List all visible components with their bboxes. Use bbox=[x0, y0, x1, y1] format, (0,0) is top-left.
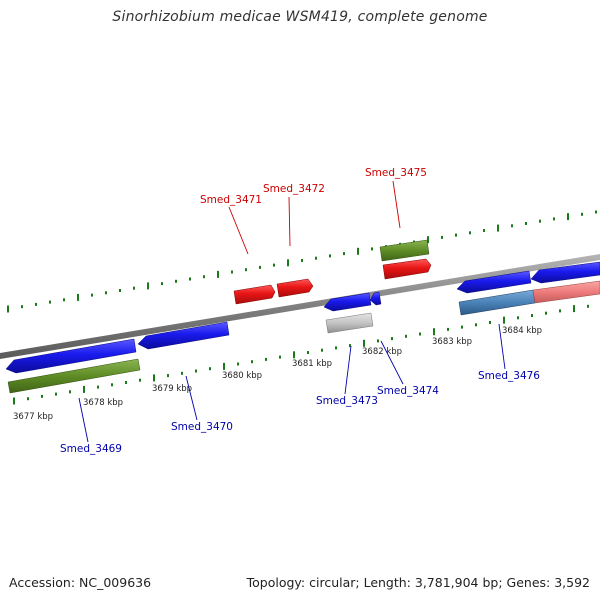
kbp-tick-labels: 3677 kbp 3678 kbp 3679 kbp 3680 kbp 3681… bbox=[13, 326, 542, 422]
label-smed-3469[interactable]: Smed_3469 bbox=[60, 443, 122, 455]
leader-smed-3474 bbox=[380, 340, 404, 385]
gene-smed-3470-feature[interactable] bbox=[137, 321, 230, 350]
topology-text: Topology: circular; Length: 3,781,904 bp… bbox=[246, 575, 590, 590]
lower-tick-row bbox=[13, 304, 589, 405]
gene-smed-3469-feature[interactable] bbox=[5, 338, 137, 374]
leader-smed-3472 bbox=[288, 196, 291, 247]
leader-smed-3476 bbox=[498, 323, 506, 370]
label-smed-3471[interactable]: Smed_3471 bbox=[200, 194, 262, 206]
leader-smed-3473 bbox=[344, 345, 352, 395]
gene-smed-3472-feature[interactable] bbox=[276, 278, 314, 298]
tick-label-3679: 3679 kbp bbox=[152, 384, 192, 394]
gene-smed-3471-feature[interactable] bbox=[233, 284, 276, 305]
tick-label-3683: 3683 kbp bbox=[432, 337, 472, 347]
gray-feature[interactable] bbox=[325, 312, 374, 334]
green-feature-lower[interactable] bbox=[7, 358, 141, 394]
tick-label-3680: 3680 kbp bbox=[222, 371, 262, 381]
label-smed-3475[interactable]: Smed_3475 bbox=[365, 167, 427, 179]
accession-text: Accession: NC_009636 bbox=[9, 575, 152, 590]
gene-labels: Smed_3469 Smed_3470 Smed_3471 Smed_3472 … bbox=[60, 167, 540, 455]
label-smed-3470[interactable]: Smed_3470 bbox=[171, 421, 233, 433]
leader-smed-3469 bbox=[78, 397, 89, 443]
tick-label-3682: 3682 kbp bbox=[362, 347, 402, 357]
genome-backbone bbox=[0, 254, 600, 359]
leader-smed-3475 bbox=[392, 180, 401, 229]
gene-leader-lines bbox=[78, 180, 506, 443]
leader-smed-3471 bbox=[228, 206, 249, 255]
tick-label-3684: 3684 kbp bbox=[502, 326, 542, 336]
gene-smed-3475-green-feature[interactable] bbox=[379, 239, 430, 262]
tick-label-3677: 3677 kbp bbox=[13, 412, 53, 422]
steel-blue-feature[interactable] bbox=[458, 289, 536, 316]
map-title: Sinorhizobium medicae WSM419, complete g… bbox=[112, 9, 488, 25]
tick-label-3681: 3681 kbp bbox=[292, 359, 332, 369]
gene-features bbox=[5, 239, 600, 394]
label-smed-3474[interactable]: Smed_3474 bbox=[377, 385, 439, 397]
gene-smed-3476-feature[interactable] bbox=[456, 270, 532, 294]
gene-right-edge-feature[interactable] bbox=[530, 261, 600, 284]
gene-smed-3473-feature[interactable] bbox=[323, 292, 372, 312]
gene-smed-3475-feature[interactable] bbox=[382, 258, 432, 280]
label-smed-3472[interactable]: Smed_3472 bbox=[263, 183, 325, 195]
tick-label-3678: 3678 kbp bbox=[83, 398, 123, 408]
salmon-feature[interactable] bbox=[532, 280, 600, 304]
upper-tick-row bbox=[7, 210, 597, 313]
label-smed-3473[interactable]: Smed_3473 bbox=[316, 395, 378, 407]
gene-smed-3474-feature[interactable] bbox=[369, 291, 382, 306]
leader-smed-3470 bbox=[185, 375, 198, 421]
label-smed-3476[interactable]: Smed_3476 bbox=[478, 370, 540, 382]
